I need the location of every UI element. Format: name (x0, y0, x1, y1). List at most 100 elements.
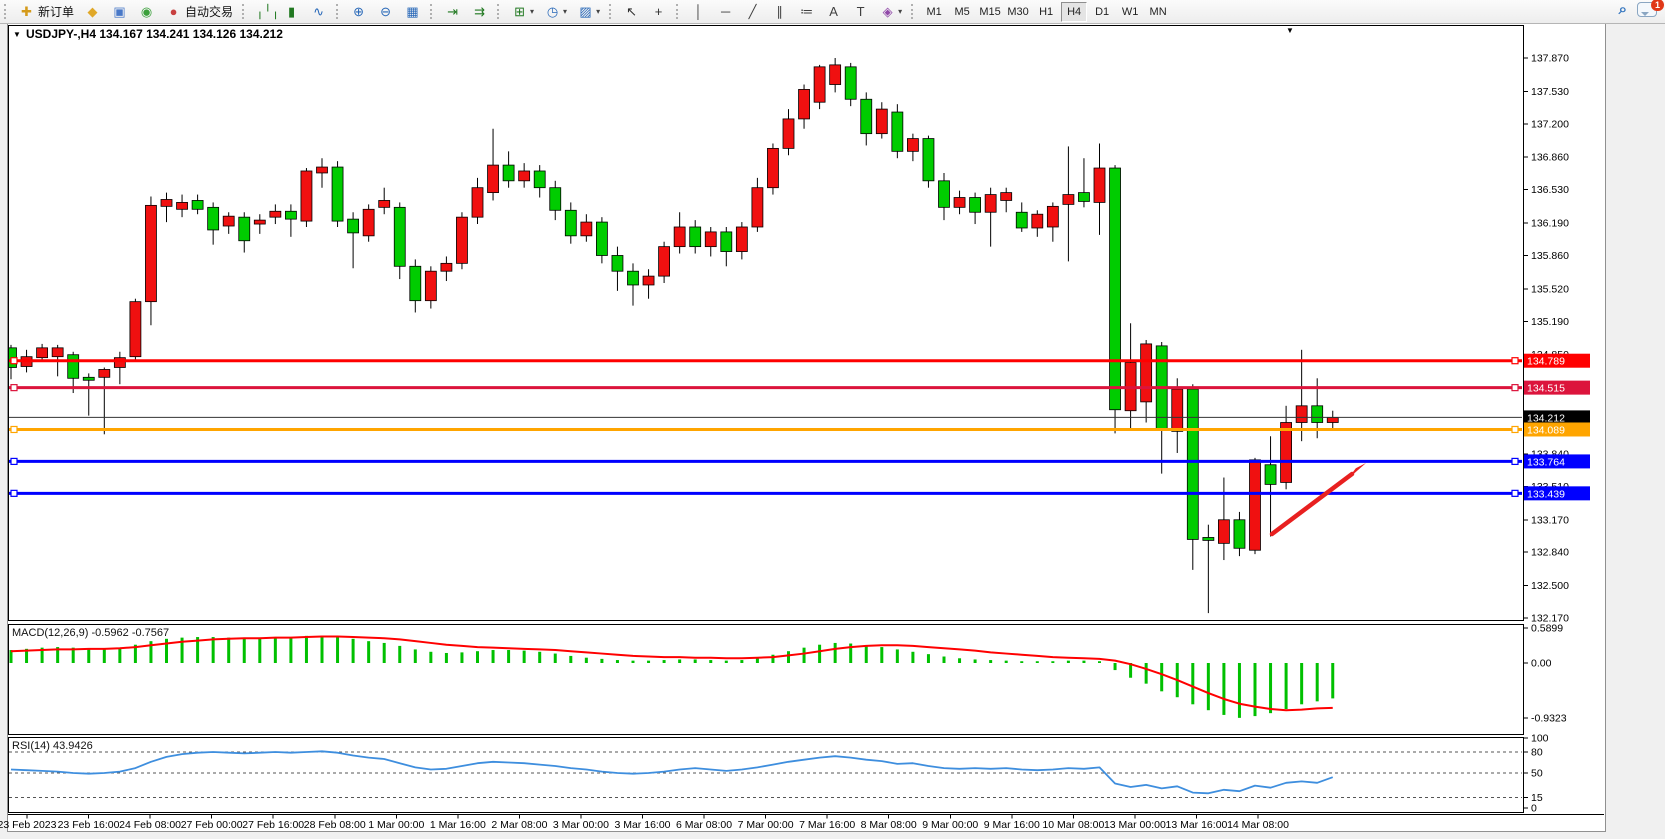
auto-trading-button-label: 自动交易 (185, 5, 234, 19)
line-anchor[interactable] (10, 457, 18, 466)
crosshair-button[interactable]: + (646, 1, 671, 23)
time-axis-label: 3 Mar 00:00 (553, 819, 609, 831)
axis-tick-label: 135.520 (1531, 283, 1569, 295)
horizontal-line-objects[interactable] (9, 357, 1522, 497)
zoom-group: ⊕ ⊖ ▦ (332, 1, 426, 23)
axis-tick-label: 80 (1531, 747, 1543, 759)
axis-tick-label: 0.5899 (1531, 623, 1563, 635)
chart-title: USDJPY-,H4 134.167 134.241 134.126 134.2… (26, 27, 283, 41)
line-chart-icon: ∿ (313, 3, 324, 19)
timeframe-w1-button[interactable]: W1 (1121, 5, 1139, 18)
arrows-button[interactable]: ◈ ▾ (875, 1, 906, 23)
channel-button[interactable]: ∥ (767, 1, 792, 23)
text-label-button[interactable]: T (848, 1, 873, 23)
zoom-in-button[interactable]: ⊕ (346, 1, 371, 23)
line-anchor[interactable] (10, 384, 18, 392)
line-anchor[interactable] (10, 357, 18, 365)
timeframe-m30-button[interactable]: M30 (1007, 5, 1029, 18)
timeframe-m1-button[interactable]: M1 (926, 5, 942, 18)
text-icon: A (829, 3, 838, 19)
fibonacci-button[interactable]: ≔ (794, 1, 819, 23)
line-anchor[interactable] (1511, 384, 1519, 392)
timeframe-d1-button[interactable]: D1 (1095, 5, 1110, 18)
candlestick-chart-button[interactable]: ▮ (279, 1, 304, 23)
time-axis-label: 2 Mar 08:00 (491, 819, 547, 831)
time-axis-label: 13 Mar 16:00 (1166, 819, 1228, 831)
horizontal-line-button[interactable]: ─ (713, 1, 738, 23)
timeframe-h1-button[interactable]: H1 (1039, 5, 1054, 18)
axis-tick-label: 15 (1531, 792, 1543, 804)
rsi-pane[interactable] (8, 737, 1524, 813)
time-axis-label: 9 Mar 16:00 (984, 819, 1040, 831)
chart-shift-button[interactable]: ⇥ (440, 1, 465, 23)
axis-tick-label: 135.860 (1531, 250, 1569, 262)
zoom-out-button[interactable]: ⊖ (373, 1, 398, 23)
time-axis-label: 7 Mar 00:00 (738, 819, 794, 831)
line-anchor[interactable] (10, 425, 18, 434)
main-chart-pane[interactable] (8, 25, 1524, 621)
line-anchor[interactable] (1511, 489, 1519, 497)
trend-arrow-shaft[interactable] (1269, 471, 1355, 537)
trade-group: ✚ 新订单 ◆ ▣ ◉ ● 自动交易 (0, 1, 238, 23)
chat-bubble-icon[interactable]: 1 (1637, 0, 1664, 17)
tile-windows-button[interactable]: ▦ (400, 1, 425, 23)
line-anchor[interactable] (10, 489, 18, 497)
vertical-line-button[interactable]: │ (686, 1, 711, 23)
axis-tick-label: 132.170 (1531, 613, 1569, 625)
axis-tick-label: 0.00 (1531, 658, 1552, 670)
bar-chart-button[interactable]: ╷╵╷ (252, 1, 279, 23)
price-badge: 134.515 (1527, 383, 1565, 395)
macd-pane[interactable] (8, 624, 1524, 735)
auto-trading-button[interactable]: ● 自动交易 (161, 1, 237, 23)
periods-button[interactable]: ◷ ▾ (540, 1, 571, 23)
auto-scroll-button[interactable]: ⇉ (467, 1, 492, 23)
axis-tick-label: 136.860 (1531, 152, 1569, 164)
time-axis-label: 1 Mar 16:00 (430, 819, 486, 831)
templates-button[interactable]: ▨ ▾ (573, 1, 604, 23)
time-axis-label: 27 Feb 16:00 (242, 819, 304, 831)
line-chart-button[interactable]: ∿ (306, 1, 331, 23)
crosshair-icon: + (654, 3, 663, 19)
cursor-button[interactable]: ↖ (619, 1, 644, 23)
toolbar-grip (676, 4, 682, 19)
line-anchor[interactable] (1511, 357, 1519, 365)
trendline-icon: ╱ (748, 3, 757, 19)
main-toolbar: ✚ 新订单 ◆ ▣ ◉ ● 自动交易 ╷╵╷ ▮ ∿ ⊕ ⊖ ▦ ⇥ ⇉ ⊞ ▾ ◷ ▾ ▨ ▾ ↖ + │ ─ ╱ ∥ ≔ A T ◈ ▾ M… (0, 0, 1665, 24)
time-axis-label: 8 Mar 08:00 (861, 819, 917, 831)
toolbar-grip (430, 4, 436, 19)
trendline-button[interactable]: ╱ (740, 1, 765, 23)
trend-arrow-object[interactable] (1269, 463, 1366, 537)
toolbar-right: ⌕ 1 (1618, 0, 1664, 18)
text-button[interactable]: A (821, 1, 846, 23)
timeframe-m15-button[interactable]: M15 (979, 5, 1001, 18)
axis-tick-label: 136.190 (1531, 218, 1569, 230)
axis-tick-label: 133.170 (1531, 514, 1569, 526)
signals-button[interactable]: ◉ (134, 1, 159, 23)
time-axis-label: 1 Mar 00:00 (368, 819, 424, 831)
timeframe-mn-button[interactable]: MN (1149, 5, 1167, 18)
time-axis-label: 10 Mar 08:00 (1042, 819, 1104, 831)
timeframe-h4-button[interactable]: H4 (1061, 1, 1088, 22)
chevron-down-icon: ▾ (563, 7, 568, 16)
chart-menu-icon[interactable]: ▼ (13, 30, 21, 39)
template-icon: ▨ (579, 3, 592, 19)
trend-arrow-head[interactable] (1347, 463, 1366, 480)
new-chart-button[interactable]: ⊞ ▾ (507, 1, 538, 23)
new-order-icon: ✚ (21, 3, 32, 19)
macd-indicator (9, 635, 1335, 718)
search-icon[interactable]: ⌕ (1618, 1, 1627, 18)
horizontal-line-icon: ─ (720, 3, 731, 19)
terminal-button[interactable]: ▣ (107, 1, 132, 23)
tile-windows-icon: ▦ (406, 3, 419, 19)
line-anchor[interactable] (1511, 457, 1519, 466)
line-anchor[interactable] (1511, 425, 1519, 434)
zoom-in-icon: ⊕ (353, 3, 364, 19)
objects-group: │ ─ ╱ ∥ ≔ A T ◈ ▾ (672, 1, 907, 23)
new-order-button[interactable]: ✚ 新订单 (14, 1, 78, 23)
market-button[interactable]: ◆ (80, 1, 105, 23)
candlestick-series (9, 58, 1339, 614)
timeframe-m5-button[interactable]: M5 (954, 5, 970, 18)
time-axis-label: 6 Mar 08:00 (676, 819, 732, 831)
